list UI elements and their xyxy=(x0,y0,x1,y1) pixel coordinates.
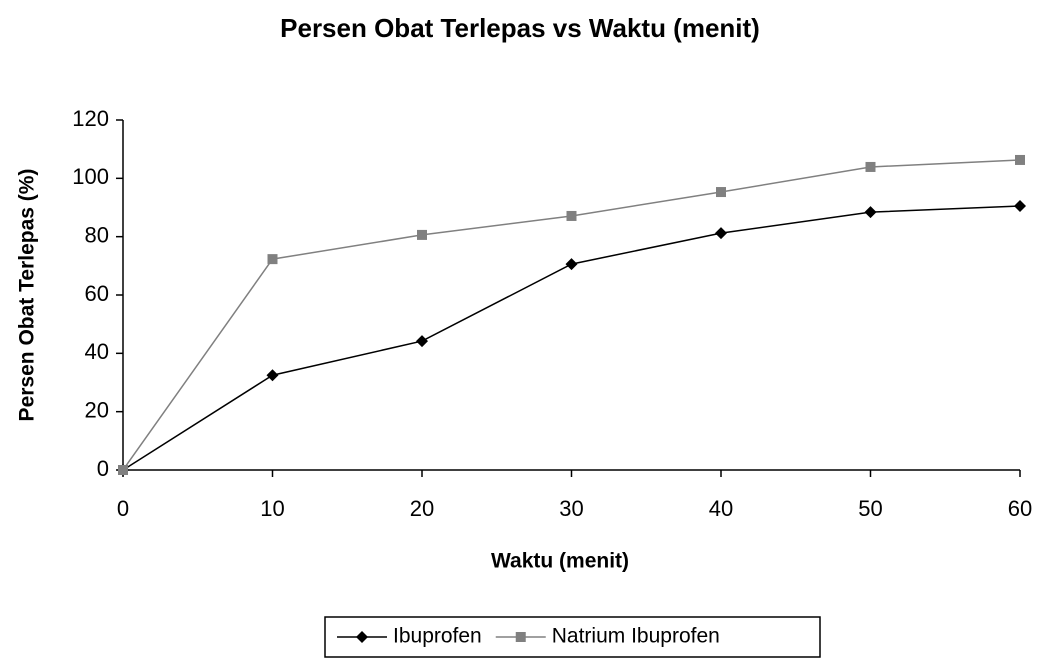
x-tick-label: 50 xyxy=(858,496,882,521)
data-point xyxy=(118,465,128,475)
legend-box xyxy=(324,616,821,658)
data-point xyxy=(865,161,876,172)
legend-label: Natrium Ibuprofen xyxy=(552,625,720,648)
y-tick-label: 20 xyxy=(85,397,109,422)
legend-marker xyxy=(515,632,526,642)
x-tick-label: 10 xyxy=(260,496,284,521)
y-tick-label: 0 xyxy=(97,456,109,481)
data-point xyxy=(266,369,279,382)
series-line xyxy=(122,159,1021,471)
x-tick-label: 30 xyxy=(559,496,583,521)
data-point xyxy=(267,254,278,265)
data-point xyxy=(1014,200,1026,213)
series-line xyxy=(122,205,1021,471)
y-axis-title: Persen Obat Terlepas (%) xyxy=(16,169,39,422)
legend-label: Ibuprofen xyxy=(393,625,482,648)
x-tick-label: 60 xyxy=(1008,496,1032,521)
y-tick-label: 80 xyxy=(85,222,109,247)
data-point xyxy=(417,229,427,240)
y-tick-label: 100 xyxy=(72,164,109,189)
data-point xyxy=(715,227,727,240)
data-point xyxy=(565,258,578,271)
x-axis-title: Waktu (menit) xyxy=(491,550,629,573)
data-point xyxy=(716,187,726,198)
chart-title: Persen Obat Terlepas vs Waktu (menit) xyxy=(280,13,760,43)
y-tick-label: 60 xyxy=(85,281,109,306)
y-tick-label: 120 xyxy=(72,106,109,131)
data-point xyxy=(566,210,577,221)
data-point xyxy=(1015,154,1025,165)
data-point xyxy=(864,206,877,219)
data-point xyxy=(416,335,428,348)
x-tick-label: 40 xyxy=(709,496,733,521)
x-tick-label: 0 xyxy=(117,496,129,521)
x-tick-label: 20 xyxy=(410,496,434,521)
y-tick-label: 40 xyxy=(85,339,109,364)
legend-marker xyxy=(356,631,368,643)
